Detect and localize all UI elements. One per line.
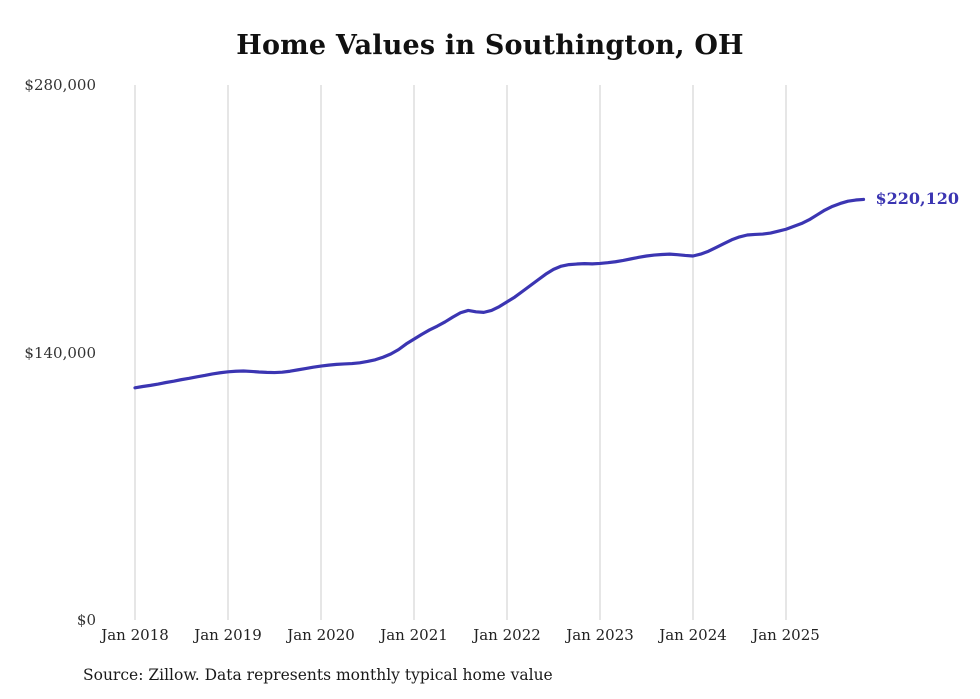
y-axis-tick-label: $140,000 [24,343,96,362]
chart-title: Home Values in Southington, OH [236,30,744,61]
x-axis-tick-label: Jan 2024 [659,626,727,644]
value-line [133,197,866,390]
y-axis-tick-label: $0 [76,611,96,629]
source-note: Source: Zillow. Data represents monthly … [83,666,553,684]
x-axis-tick-label: Jan 2021 [380,626,448,644]
y-axis-tick-label: $280,000 [24,76,96,94]
x-axis-tick-label: Jan 2020 [287,626,355,644]
final-value-label: $220,120 [875,189,960,209]
x-axis-tick-label: Jan 2018 [101,626,169,644]
x-axis-tick-label: Jan 2019 [194,626,262,644]
x-axis-tick-label: Jan 2023 [566,626,634,644]
x-axis-tick-label: Jan 2025 [752,626,820,644]
x-axis-tick-label: Jan 2022 [473,626,541,644]
